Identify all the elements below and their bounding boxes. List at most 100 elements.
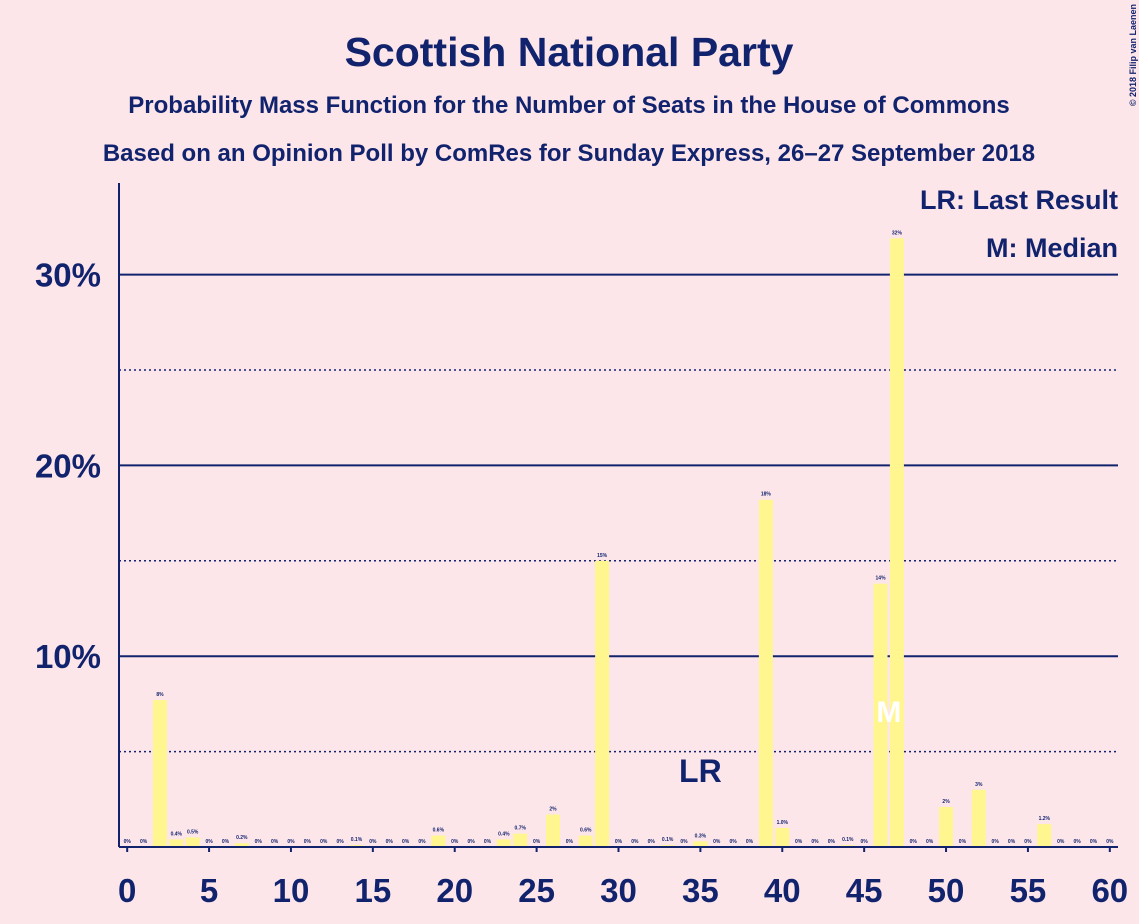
data-label: 0% — [828, 839, 836, 845]
data-label: 0.2% — [236, 835, 248, 841]
subtitle: Based on an Opinion Poll by ComRes for S… — [103, 140, 1035, 167]
data-label: 0% — [680, 839, 688, 845]
data-label: 0% — [287, 839, 295, 845]
data-label: 0% — [451, 839, 459, 845]
x-tick-label: 10 — [273, 872, 310, 909]
data-label: 0% — [205, 839, 213, 845]
median-marker: M — [876, 696, 901, 729]
data-label: 0% — [861, 839, 869, 845]
bar — [185, 837, 200, 847]
data-label: 0% — [1073, 839, 1081, 845]
legend-entry: LR: Last Result — [920, 185, 1118, 215]
subtitle: Probability Mass Function for the Number… — [128, 92, 1009, 119]
data-label: 0% — [255, 839, 263, 845]
data-label: 0.3% — [695, 833, 707, 839]
data-label: 2% — [549, 807, 557, 813]
y-tick-label: 10% — [35, 638, 101, 675]
x-tick-label: 45 — [846, 872, 883, 909]
bar — [939, 806, 954, 847]
data-label: 0% — [959, 839, 967, 845]
chart-title: Scottish National Party — [345, 29, 794, 75]
data-label: 0% — [1008, 839, 1016, 845]
data-label: 0% — [140, 839, 148, 845]
data-label: 0% — [124, 839, 132, 845]
data-label: 0% — [713, 839, 721, 845]
data-label: 32% — [892, 230, 903, 236]
bar — [545, 814, 560, 847]
data-label: 0.5% — [187, 829, 199, 835]
data-label: 0% — [304, 839, 312, 845]
data-label: 0.1% — [662, 837, 674, 843]
data-label: 0.7% — [515, 826, 527, 832]
data-label: 0% — [402, 839, 410, 845]
data-label: 0% — [811, 839, 819, 845]
data-label: 15% — [597, 553, 608, 559]
data-label: 0% — [1057, 839, 1065, 845]
data-label: 0.4% — [498, 831, 510, 837]
last-result-marker: LR — [679, 753, 722, 789]
data-label: 0% — [271, 839, 279, 845]
data-label: 14% — [876, 576, 887, 582]
bar — [496, 839, 511, 847]
data-label: 2% — [942, 799, 950, 805]
x-tick-label: 55 — [1010, 872, 1047, 909]
data-label: 0% — [533, 839, 541, 845]
data-label: 0.6% — [580, 828, 592, 834]
data-label: 18% — [761, 492, 772, 498]
bar — [889, 238, 904, 848]
x-tick-label: 0 — [118, 872, 136, 909]
data-label: 0% — [992, 839, 1000, 845]
data-label: 0% — [484, 839, 492, 845]
data-label: 0% — [386, 839, 394, 845]
x-tick-label: 5 — [200, 872, 218, 909]
data-label: 0% — [746, 839, 754, 845]
x-tick-label: 40 — [764, 872, 801, 909]
data-label: 0.1% — [351, 837, 363, 843]
credit: © 2018 Filip van Laenen — [1128, 4, 1138, 106]
data-label: 0% — [910, 839, 918, 845]
data-label: 0.6% — [433, 828, 445, 834]
y-tick-label: 20% — [35, 447, 101, 484]
bar — [234, 843, 249, 847]
bar — [873, 583, 888, 847]
bar — [775, 827, 790, 847]
data-label: 0.1% — [842, 837, 854, 843]
bar — [578, 835, 593, 847]
data-label: 0% — [926, 839, 934, 845]
data-label: 0% — [631, 839, 639, 845]
data-label: 0% — [648, 839, 656, 845]
data-label: 0% — [566, 839, 574, 845]
x-tick-label: 50 — [928, 872, 965, 909]
y-tick-label: 30% — [35, 257, 101, 294]
legend-entry: M: Median — [986, 233, 1118, 263]
data-label: 0% — [222, 839, 230, 845]
data-label: 1.2% — [1039, 816, 1051, 822]
data-label: 0% — [336, 839, 344, 845]
x-tick-label: 25 — [518, 872, 555, 909]
x-tick-label: 30 — [600, 872, 637, 909]
bar — [152, 700, 167, 847]
data-label: 3% — [975, 782, 983, 788]
bar — [758, 499, 773, 847]
data-label: 0% — [369, 839, 377, 845]
data-label: 0% — [1106, 839, 1114, 845]
data-label: 8% — [156, 692, 164, 698]
bar — [169, 839, 184, 847]
bar — [595, 560, 610, 847]
x-tick-label: 15 — [354, 872, 391, 909]
bar — [693, 841, 708, 847]
data-label: 0.4% — [171, 831, 183, 837]
x-tick-label: 35 — [682, 872, 719, 909]
bar — [971, 789, 986, 847]
data-label: 0% — [1024, 839, 1032, 845]
data-label: 0% — [320, 839, 328, 845]
data-label: 0% — [795, 839, 803, 845]
bar — [431, 835, 446, 847]
x-tick-label: 20 — [436, 872, 473, 909]
x-tick-label: 60 — [1091, 872, 1128, 909]
data-label: 0% — [730, 839, 738, 845]
data-label: 0% — [615, 839, 623, 845]
data-label: 0% — [1090, 839, 1098, 845]
